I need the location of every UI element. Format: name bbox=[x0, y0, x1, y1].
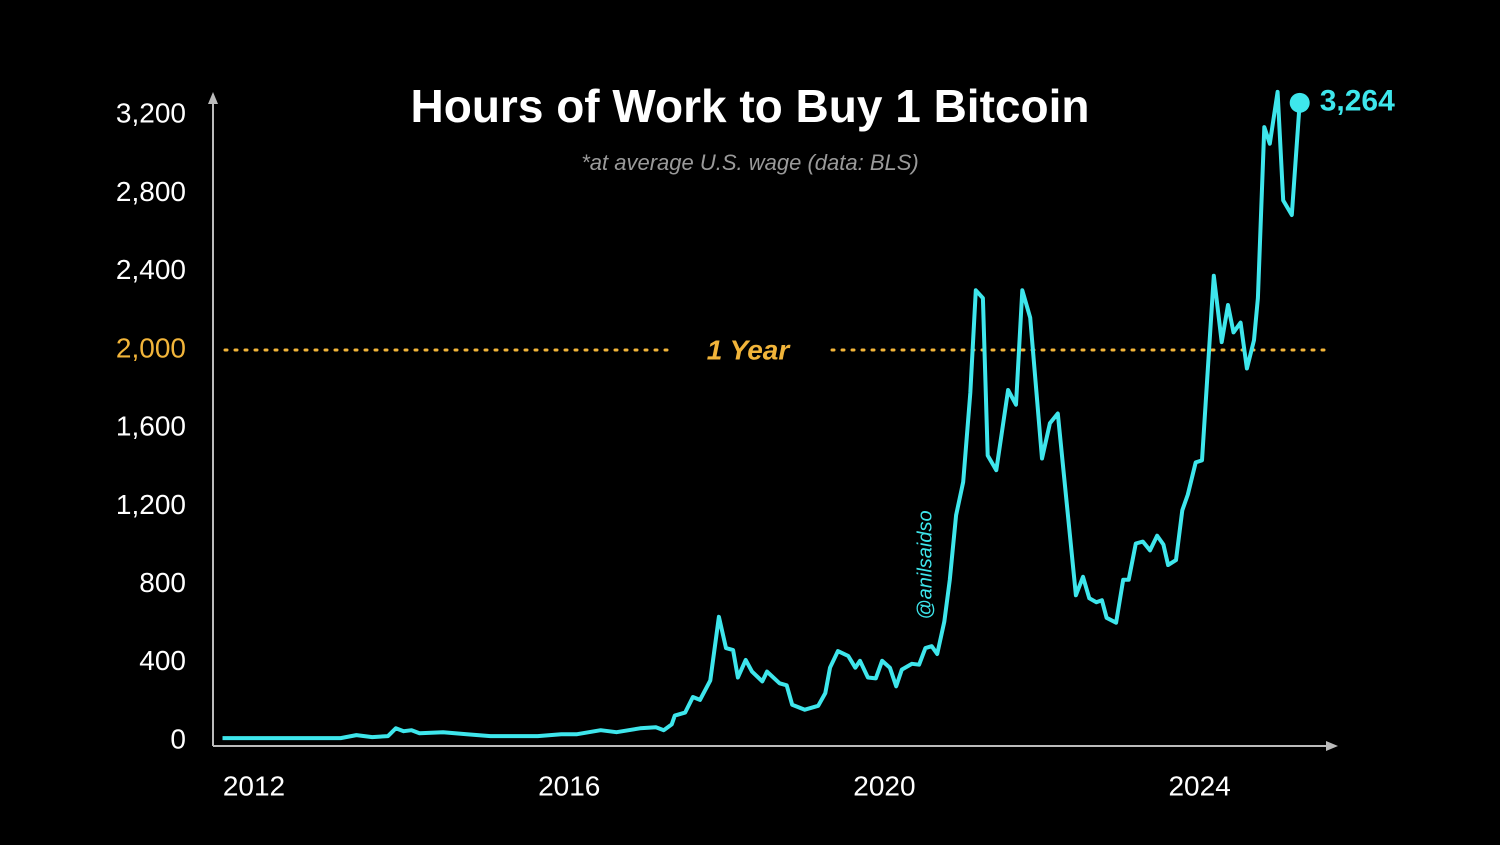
x-tick-label: 2016 bbox=[538, 770, 600, 801]
y-tick-label: 3,200 bbox=[116, 98, 186, 129]
chart-title: Hours of Work to Buy 1 Bitcoin bbox=[411, 80, 1090, 132]
x-tick-label: 2020 bbox=[853, 770, 915, 801]
chart-subtitle: *at average U.S. wage (data: BLS) bbox=[581, 150, 919, 175]
y-tick-label: 400 bbox=[139, 645, 186, 676]
x-tick-label: 2024 bbox=[1168, 770, 1230, 801]
y-tick-label: 2,000 bbox=[116, 332, 186, 363]
y-tick-label: 1,600 bbox=[116, 411, 186, 442]
y-tick-label: 1,200 bbox=[116, 489, 186, 520]
x-tick-label: 2012 bbox=[223, 770, 285, 801]
watermark: @anilsaidso bbox=[914, 510, 936, 619]
y-tick-label: 2,400 bbox=[116, 254, 186, 285]
y-axis-arrow bbox=[208, 92, 218, 104]
end-label: 3,264 bbox=[1320, 85, 1395, 118]
end-marker bbox=[1289, 92, 1310, 113]
y-tick-label: 2,800 bbox=[116, 176, 186, 207]
y-tick-label: 800 bbox=[139, 567, 186, 598]
x-axis-arrow bbox=[1326, 741, 1338, 751]
reference-label: 1 Year bbox=[707, 334, 792, 365]
data-line bbox=[222, 89, 1302, 741]
y-tick-label: 0 bbox=[170, 723, 186, 754]
